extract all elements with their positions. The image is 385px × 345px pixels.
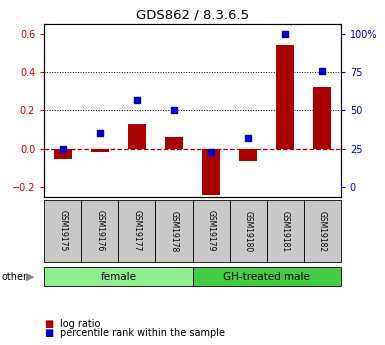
Text: other: other bbox=[2, 272, 28, 282]
Bar bbox=[90, 149, 109, 151]
Text: GSM19181: GSM19181 bbox=[281, 210, 290, 252]
Bar bbox=[266, 200, 304, 262]
Text: ■: ■ bbox=[44, 319, 54, 329]
Bar bbox=[313, 87, 331, 149]
Bar bbox=[304, 200, 341, 262]
Bar bbox=[44, 200, 81, 262]
Text: percentile rank within the sample: percentile rank within the sample bbox=[60, 328, 225, 338]
Text: GH-treated male: GH-treated male bbox=[223, 272, 310, 282]
Bar bbox=[276, 45, 295, 149]
Bar bbox=[156, 200, 192, 262]
Text: GSM19177: GSM19177 bbox=[132, 210, 141, 252]
Point bbox=[208, 149, 214, 155]
Bar bbox=[202, 149, 220, 195]
Bar bbox=[119, 200, 156, 262]
Text: GDS862 / 8.3.6.5: GDS862 / 8.3.6.5 bbox=[136, 9, 249, 22]
Text: log ratio: log ratio bbox=[60, 319, 100, 329]
Point bbox=[134, 97, 140, 102]
Bar bbox=[128, 124, 146, 149]
Point bbox=[171, 108, 177, 113]
Bar bbox=[44, 267, 192, 286]
Text: female: female bbox=[100, 272, 136, 282]
Point bbox=[60, 146, 66, 151]
Bar bbox=[229, 200, 267, 262]
Text: GSM19176: GSM19176 bbox=[95, 210, 104, 252]
Text: GSM19182: GSM19182 bbox=[318, 210, 327, 252]
Bar bbox=[239, 149, 257, 161]
Bar bbox=[192, 267, 341, 286]
Bar bbox=[81, 200, 119, 262]
Text: GSM19178: GSM19178 bbox=[169, 210, 179, 252]
Point bbox=[97, 131, 103, 136]
Text: ▶: ▶ bbox=[26, 272, 35, 282]
Text: GSM19180: GSM19180 bbox=[244, 210, 253, 252]
Bar bbox=[54, 149, 72, 159]
Text: GSM19179: GSM19179 bbox=[206, 210, 216, 252]
Bar bbox=[192, 200, 229, 262]
Point bbox=[319, 68, 325, 73]
Text: ■: ■ bbox=[44, 328, 54, 338]
Point bbox=[245, 135, 251, 141]
Point bbox=[282, 31, 288, 37]
Text: GSM19175: GSM19175 bbox=[58, 210, 67, 252]
Bar bbox=[165, 137, 183, 149]
